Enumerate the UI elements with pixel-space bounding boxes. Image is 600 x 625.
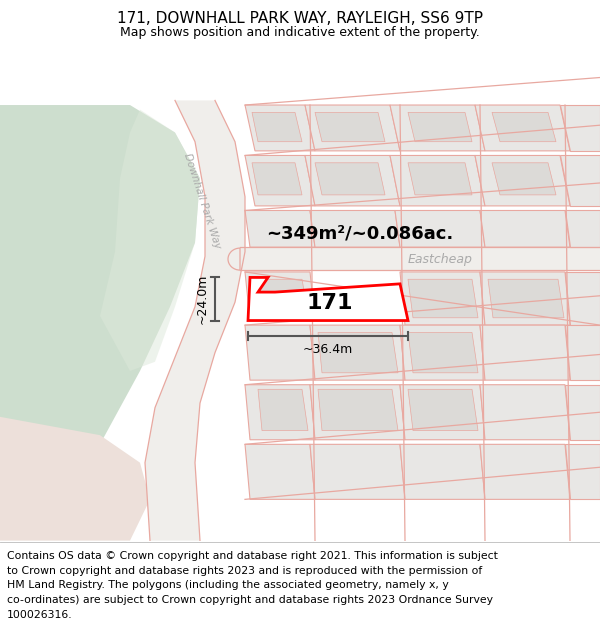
Polygon shape	[565, 385, 600, 440]
Polygon shape	[145, 101, 245, 541]
Polygon shape	[310, 211, 400, 247]
Text: Downhall Park Way: Downhall Park Way	[182, 152, 222, 250]
Polygon shape	[480, 272, 570, 325]
Polygon shape	[565, 211, 600, 247]
Polygon shape	[245, 156, 315, 206]
Polygon shape	[408, 332, 478, 372]
Polygon shape	[390, 105, 485, 151]
Polygon shape	[408, 162, 472, 195]
Polygon shape	[400, 444, 485, 499]
Polygon shape	[480, 325, 570, 380]
Polygon shape	[492, 162, 556, 195]
Wedge shape	[228, 248, 240, 270]
Polygon shape	[565, 272, 600, 325]
Polygon shape	[245, 105, 315, 151]
Polygon shape	[0, 105, 200, 518]
Polygon shape	[560, 156, 600, 206]
Polygon shape	[480, 444, 570, 499]
Polygon shape	[400, 272, 485, 325]
Polygon shape	[408, 279, 478, 318]
Polygon shape	[390, 156, 485, 206]
Polygon shape	[315, 162, 385, 195]
Polygon shape	[240, 247, 600, 270]
Text: co-ordinates) are subject to Crown copyright and database rights 2023 Ordnance S: co-ordinates) are subject to Crown copyr…	[7, 595, 493, 605]
Polygon shape	[305, 105, 400, 151]
Text: 171, DOWNHALL PARK WAY, RAYLEIGH, SS6 9TP: 171, DOWNHALL PARK WAY, RAYLEIGH, SS6 9T…	[117, 11, 483, 26]
Polygon shape	[315, 112, 385, 142]
Polygon shape	[318, 389, 398, 431]
Polygon shape	[310, 325, 405, 380]
Polygon shape	[492, 112, 556, 142]
Text: 171: 171	[307, 293, 353, 313]
Polygon shape	[400, 325, 485, 380]
Polygon shape	[408, 112, 472, 142]
Polygon shape	[488, 279, 564, 318]
Polygon shape	[310, 385, 405, 440]
Polygon shape	[0, 417, 150, 541]
Polygon shape	[248, 278, 408, 321]
Polygon shape	[245, 211, 315, 247]
Polygon shape	[475, 156, 570, 206]
Polygon shape	[560, 105, 600, 151]
Polygon shape	[100, 109, 200, 371]
Text: Map shows position and indicative extent of the property.: Map shows position and indicative extent…	[120, 26, 480, 39]
Polygon shape	[245, 385, 315, 440]
Polygon shape	[400, 385, 485, 440]
Text: ~24.0m: ~24.0m	[196, 274, 209, 324]
Polygon shape	[480, 385, 570, 440]
Polygon shape	[258, 389, 308, 431]
Polygon shape	[310, 444, 405, 499]
Polygon shape	[565, 325, 600, 380]
Polygon shape	[565, 444, 600, 499]
Polygon shape	[305, 156, 400, 206]
Text: 100026316.: 100026316.	[7, 610, 73, 620]
Polygon shape	[258, 279, 308, 313]
Text: ~349m²/~0.086ac.: ~349m²/~0.086ac.	[266, 224, 454, 243]
Polygon shape	[408, 389, 478, 431]
Text: to Crown copyright and database rights 2023 and is reproduced with the permissio: to Crown copyright and database rights 2…	[7, 566, 482, 576]
Text: Contains OS data © Crown copyright and database right 2021. This information is : Contains OS data © Crown copyright and d…	[7, 551, 498, 561]
Text: Eastcheap: Eastcheap	[407, 253, 472, 266]
Polygon shape	[252, 112, 302, 142]
Text: HM Land Registry. The polygons (including the associated geometry, namely x, y: HM Land Registry. The polygons (includin…	[7, 580, 449, 590]
Polygon shape	[252, 162, 302, 195]
Polygon shape	[480, 211, 570, 247]
Polygon shape	[245, 325, 315, 380]
Polygon shape	[395, 211, 485, 247]
Polygon shape	[245, 444, 315, 499]
Text: ~36.4m: ~36.4m	[303, 344, 353, 356]
Polygon shape	[245, 272, 315, 321]
Polygon shape	[475, 105, 570, 151]
Polygon shape	[318, 332, 398, 372]
